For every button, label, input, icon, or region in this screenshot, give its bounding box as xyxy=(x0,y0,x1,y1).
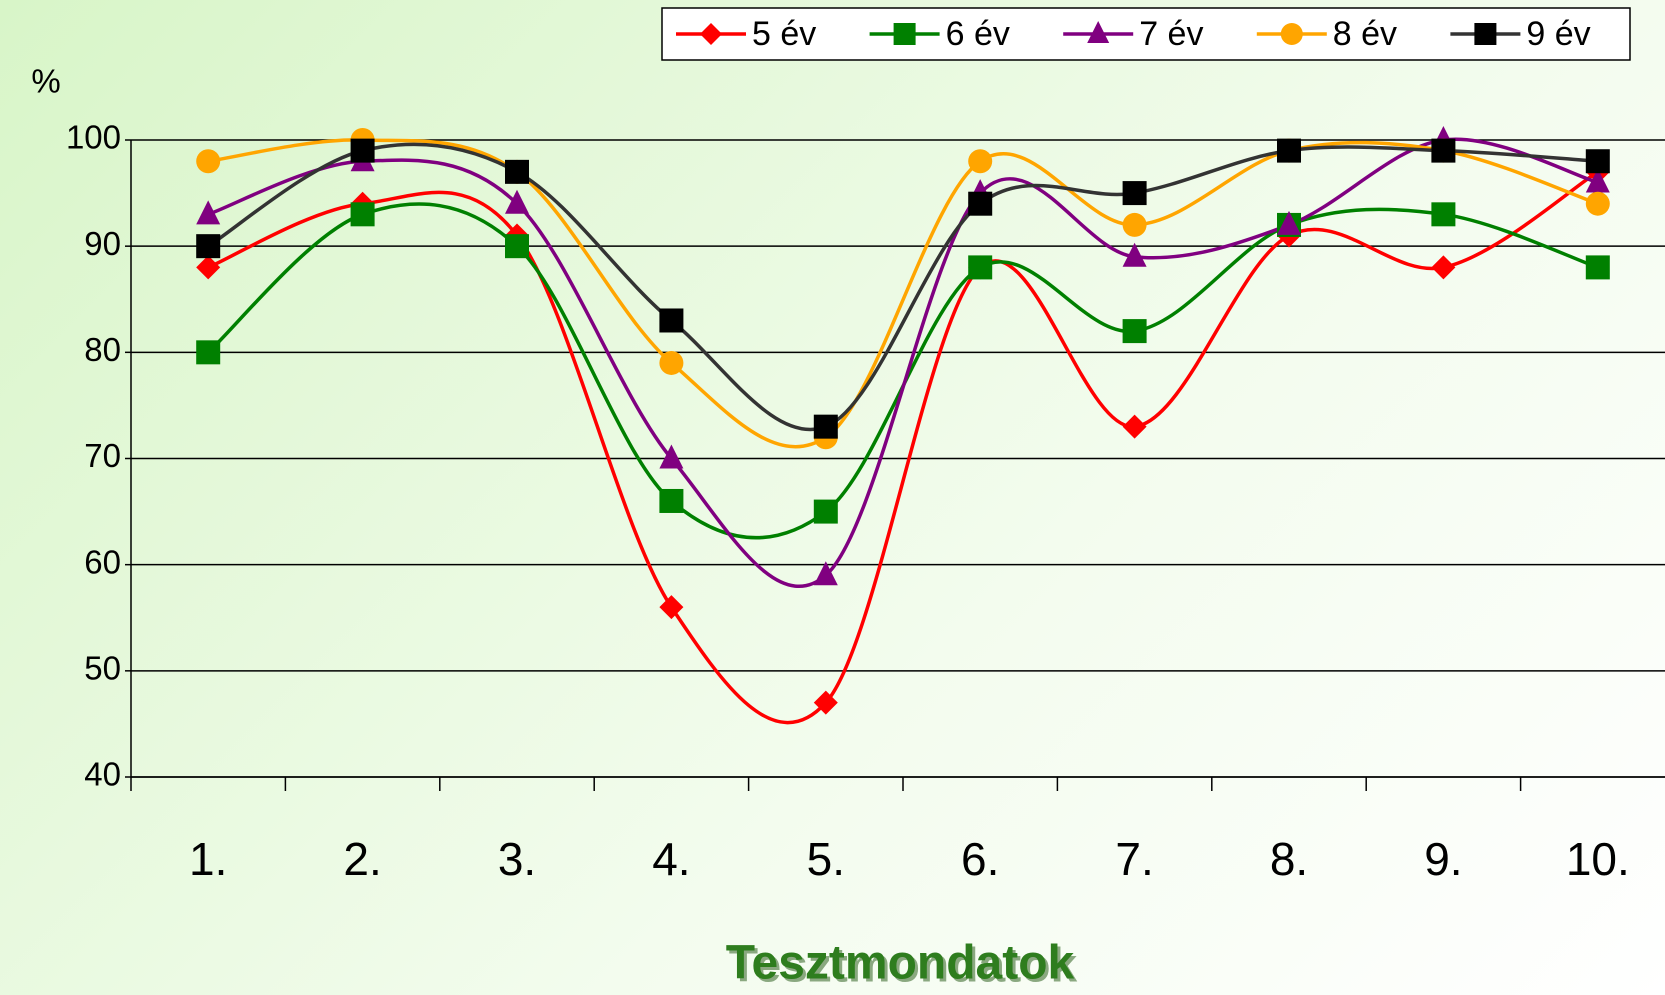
marker xyxy=(1585,149,1610,174)
legend-label: 8 év xyxy=(1333,15,1397,53)
series-line xyxy=(207,170,1599,725)
marker xyxy=(659,488,684,513)
x-tick-label: 10. xyxy=(1566,833,1630,885)
legend-label: 9 év xyxy=(1526,15,1590,53)
y-tick-label: 50 xyxy=(84,650,121,687)
x-tick-label: 4. xyxy=(652,833,690,885)
legend-label: 6 év xyxy=(946,15,1010,53)
x-tick-label: 9. xyxy=(1424,833,1462,885)
marker xyxy=(893,23,916,45)
marker xyxy=(350,138,375,163)
y-tick-label: 40 xyxy=(84,756,121,793)
x-tick-label: 5. xyxy=(807,833,845,885)
y-tick-label: 60 xyxy=(84,543,121,580)
series-line xyxy=(207,137,1599,589)
x-tick-label: 2. xyxy=(343,833,381,885)
x-axis-title: Tesztmondatok xyxy=(726,937,1075,990)
marker xyxy=(1122,319,1147,344)
marker xyxy=(1122,242,1147,267)
y-axis-label: % xyxy=(31,63,60,100)
x-tick-label: 7. xyxy=(1115,833,1153,885)
marker xyxy=(196,340,221,365)
marker xyxy=(1277,210,1301,235)
marker xyxy=(1122,181,1147,206)
marker xyxy=(813,561,838,586)
marker xyxy=(700,23,722,45)
y-tick-label: 70 xyxy=(84,437,121,474)
legend: 5 év 6 év 7 év 8 év 9 év xyxy=(661,7,1631,61)
legend-label: 5 év xyxy=(752,15,816,53)
y-tick-label: 90 xyxy=(84,225,121,262)
legend-label: 7 év xyxy=(1139,15,1203,53)
marker xyxy=(1122,212,1147,237)
marker xyxy=(1585,255,1610,280)
marker xyxy=(659,444,684,469)
y-tick-label: 80 xyxy=(84,331,121,368)
marker xyxy=(1431,255,1456,280)
marker xyxy=(1585,168,1610,193)
marker xyxy=(1087,21,1110,43)
marker xyxy=(196,200,221,225)
marker xyxy=(1474,23,1497,45)
marker xyxy=(1122,414,1147,439)
marker xyxy=(196,149,221,174)
series-line xyxy=(207,142,1598,432)
x-tick-label: 3. xyxy=(498,833,536,885)
marker xyxy=(813,414,838,439)
marker xyxy=(350,202,375,227)
x-tick-label: 6. xyxy=(961,833,999,885)
marker xyxy=(968,149,993,174)
marker xyxy=(505,234,529,259)
marker xyxy=(196,255,221,280)
marker xyxy=(659,595,684,620)
x-axis-title-shadow: Tesztmondatok xyxy=(729,940,1078,993)
series-line xyxy=(207,202,1599,540)
marker xyxy=(659,308,684,333)
y-tick-label: 100 xyxy=(66,119,121,156)
marker xyxy=(1431,138,1456,163)
x-tick-label: 8. xyxy=(1270,833,1308,885)
marker xyxy=(505,159,529,184)
marker xyxy=(813,499,838,524)
marker xyxy=(1585,191,1610,216)
marker xyxy=(659,350,684,375)
marker xyxy=(1277,138,1301,163)
marker xyxy=(1431,202,1456,227)
marker xyxy=(968,191,993,216)
marker xyxy=(505,189,529,214)
x-tick-label: 1. xyxy=(189,833,227,885)
marker xyxy=(1280,23,1303,45)
series-line xyxy=(207,138,1599,449)
marker xyxy=(196,234,221,259)
marker xyxy=(968,255,993,280)
marker xyxy=(813,690,838,715)
